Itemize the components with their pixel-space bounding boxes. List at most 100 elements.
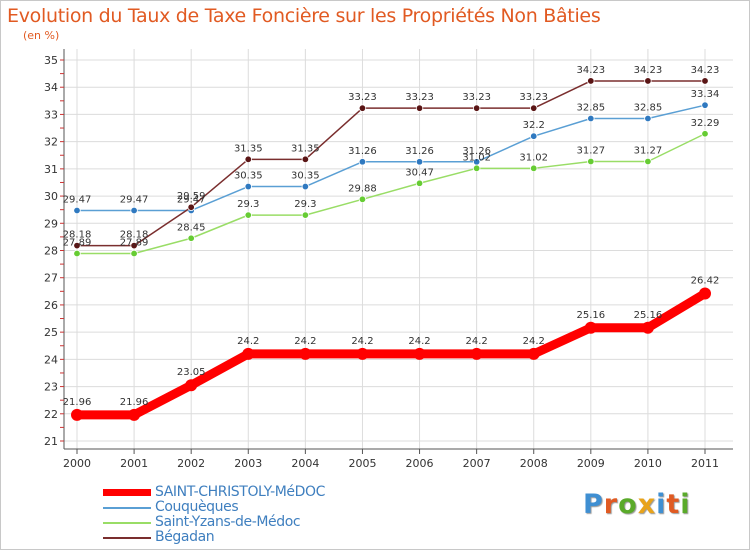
axes: 21 22 23 24 25 26 27 28 29 30 31 32 33 34 35 2000 2001 20… (44, 49, 733, 470)
data-point (244, 182, 252, 191)
legend-swatch (103, 489, 151, 496)
y-tick-label: 33 (44, 108, 58, 121)
data-label: 31.35 (291, 143, 320, 154)
legend-label: SAINT-CHRISTOLY-MéDOC (155, 484, 326, 500)
data-point (699, 287, 711, 300)
data-label: 29.3 (294, 199, 316, 210)
x-tick-label: 2000 (63, 457, 91, 470)
data-label: 25.16 (634, 310, 663, 321)
data-point (587, 157, 595, 166)
y-tick-label: 25 (44, 326, 58, 339)
x-tick-label: 2010 (634, 457, 662, 470)
legend-item-saint-christoly: SAINT-CHRISTOLY-MéDOC (103, 485, 423, 500)
data-label: 31.27 (634, 146, 663, 157)
data-point (358, 195, 367, 204)
x-tick-label: 2008 (520, 457, 548, 470)
logo-letter: P (583, 489, 604, 520)
data-point (73, 249, 81, 258)
x-tick-label: 2004 (291, 457, 319, 470)
series-line (77, 133, 706, 255)
legend-swatch (103, 507, 151, 509)
y-tick-label: 32 (44, 136, 58, 149)
y-tick-label: 22 (44, 408, 58, 421)
data-point (130, 249, 138, 258)
unit-label: (en %) (23, 29, 60, 42)
data-label: 26.42 (691, 275, 720, 286)
data-label: 31.02 (462, 152, 491, 163)
data-point (530, 104, 538, 112)
data-label: 24.2 (294, 336, 316, 347)
legend-label: Bégadan (155, 529, 215, 545)
proxiti-logo: Proxiti (583, 489, 691, 520)
logo-letter: r (603, 489, 619, 520)
data-label: 31.35 (234, 143, 263, 154)
logo-letter: o (618, 489, 638, 520)
data-point (244, 155, 252, 164)
data-point (73, 241, 81, 250)
data-label: 32.85 (634, 103, 663, 114)
logo-letter: i (656, 489, 667, 520)
legend-item-saint-yzans: Saint-Yzans-de-Médoc (103, 515, 423, 530)
data-point (301, 155, 310, 164)
data-label: 21.96 (120, 397, 149, 408)
data-point (301, 182, 310, 191)
data-label: 29.3 (237, 199, 259, 210)
data-point (470, 347, 483, 360)
data-label: 30.35 (234, 171, 263, 182)
grid (64, 49, 733, 449)
data-label: 24.2 (237, 336, 259, 347)
x-tick-label: 2005 (348, 457, 376, 470)
data-point (185, 379, 198, 392)
data-point (472, 104, 481, 112)
series-line (77, 289, 708, 420)
data-label: 31.26 (348, 146, 377, 157)
data-label: 33.23 (348, 92, 377, 103)
data-label: 34.23 (576, 65, 605, 76)
data-point (644, 114, 652, 123)
data-labels: 29.47 29.47 29.47 30.35 30.35 31.26 31.26 31.26… (63, 65, 720, 408)
data-label: 24.2 (408, 336, 430, 347)
x-tick-label: 2003 (234, 457, 262, 470)
data-point (587, 114, 595, 123)
data-label: 33.23 (462, 92, 491, 103)
data-label: 32.2 (523, 120, 545, 131)
data-point (530, 132, 538, 140)
x-tick-label: 2002 (177, 457, 205, 470)
y-tick-label: 27 (44, 272, 58, 285)
data-label: 27.89 (120, 237, 149, 248)
y-tick-label: 26 (44, 299, 58, 312)
data-label: 28.45 (177, 222, 206, 233)
data-label: 31.26 (405, 146, 434, 157)
data-point (358, 104, 367, 112)
data-label: 29.47 (63, 194, 92, 205)
series-lines (71, 77, 711, 421)
data-point (527, 347, 540, 360)
data-point (415, 104, 424, 112)
data-label: 25.16 (576, 310, 605, 321)
data-label: 24.2 (523, 336, 545, 347)
y-tick-label: 29 (44, 217, 58, 230)
x-tick-label: 2001 (120, 457, 148, 470)
legend-swatch (103, 522, 151, 524)
data-label: 31.27 (576, 146, 605, 157)
data-point (415, 158, 424, 166)
data-label: 24.2 (351, 336, 373, 347)
data-label: 29.47 (120, 194, 149, 205)
data-point (701, 77, 709, 85)
series-line (77, 80, 705, 247)
data-point (128, 408, 141, 421)
logo-letter: i (680, 489, 691, 520)
data-label: 27.89 (63, 237, 92, 248)
y-tick-label: 35 (44, 54, 58, 67)
data-label: 28.18 (63, 230, 92, 241)
logo-letter: x (637, 489, 657, 520)
data-point (301, 211, 310, 219)
data-label: 34.23 (691, 65, 720, 76)
y-tick-label: 24 (44, 353, 58, 366)
data-point (244, 211, 252, 219)
chart-title: Evolution du Taux de Taxe Foncière sur l… (7, 5, 601, 27)
data-label: 33.34 (691, 89, 720, 100)
data-point (130, 206, 138, 215)
